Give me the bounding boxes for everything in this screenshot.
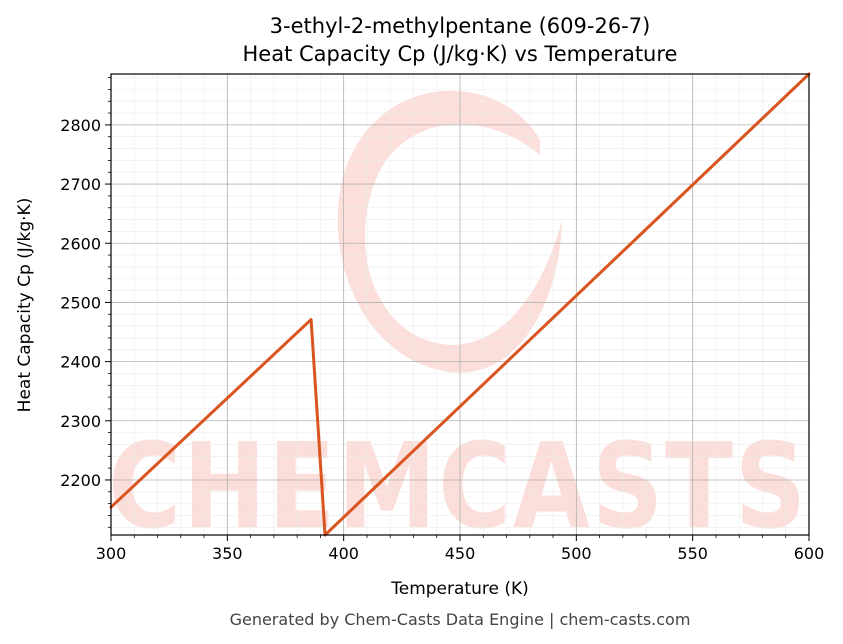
y-tick-label: 2500	[60, 293, 101, 312]
watermark: CHEMCASTS	[108, 90, 808, 555]
y-tick-label: 2700	[60, 175, 101, 194]
x-axis-label: Temperature (K)	[390, 579, 529, 599]
watermark-text: CHEMCASTS	[108, 417, 808, 555]
y-tick-label: 2600	[60, 234, 101, 253]
y-tick-label: 2400	[60, 353, 101, 372]
x-tick-label: 350	[212, 544, 243, 563]
x-tick-label: 600	[794, 544, 825, 563]
x-tick-label: 450	[445, 544, 476, 563]
y-axis-label: Heat Capacity Cp (J/kg·K)	[15, 198, 35, 413]
y-axis-ticks: 2200 2300 2400 2500 2600 2700 2800	[60, 77, 111, 528]
x-tick-label: 550	[677, 544, 708, 563]
y-tick-label: 2200	[60, 471, 101, 490]
x-axis-ticks: 300 350 400 450 500 550 600	[96, 535, 825, 563]
x-tick-label: 400	[328, 544, 359, 563]
series-layer	[109, 72, 811, 537]
chart-title-line1: 3-ethyl-2-methylpentane (609-26-7)	[270, 14, 651, 38]
y-tick-label: 2800	[60, 116, 101, 135]
x-tick-label: 300	[96, 544, 127, 563]
major-grid	[110, 74, 810, 535]
footer-credit: Generated by Chem-Casts Data Engine | ch…	[230, 610, 691, 629]
x-tick-label: 500	[561, 544, 592, 563]
chart-title-line2: Heat Capacity Cp (J/kg·K) vs Temperature	[243, 42, 678, 66]
series-line-0	[109, 72, 811, 537]
y-tick-label: 2300	[60, 412, 101, 431]
